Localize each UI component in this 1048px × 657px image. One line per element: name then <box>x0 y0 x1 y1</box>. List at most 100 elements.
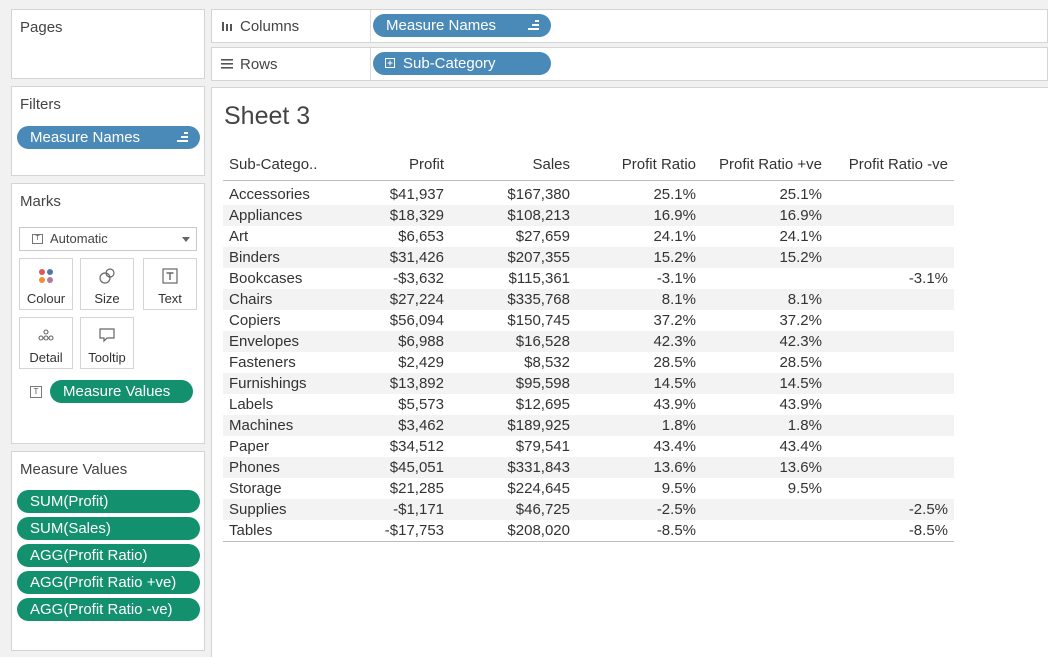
table-cell: $335,768 <box>507 291 570 308</box>
pages-shelf[interactable]: Pages <box>11 9 205 79</box>
colour-button[interactable]: Colour <box>19 258 73 310</box>
row-header[interactable]: Supplies <box>229 501 287 518</box>
row-header[interactable]: Accessories <box>229 186 310 204</box>
table-cell <box>828 394 954 415</box>
crosstab-table: Sub-Catego.. Profit Sales Profit Ratio P… <box>223 150 954 542</box>
column-header[interactable]: Profit Ratio +ve <box>719 156 822 174</box>
table-cell: $31,426 <box>389 249 444 266</box>
detail-button[interactable]: Detail <box>19 317 73 369</box>
measure-pill-profit-ratio[interactable]: AGG(Profit Ratio) <box>17 544 200 567</box>
measure-pill-sum-profit[interactable]: SUM(Profit) <box>17 490 200 513</box>
row-header[interactable]: Storage <box>229 480 282 497</box>
table-cell: $207,355 <box>507 249 570 266</box>
column-header[interactable]: Sales <box>532 156 570 174</box>
filter-pill-label: Measure Names <box>30 129 141 146</box>
column-header[interactable]: Profit <box>408 156 444 174</box>
tooltip-label: Tooltip <box>88 350 126 365</box>
table-row: Binders $31,426 $207,355 15.2% 15.2% <box>223 247 954 268</box>
table-cell: -$17,753 <box>384 521 444 539</box>
table-cell: 13.6% <box>779 459 822 476</box>
row-header[interactable]: Binders <box>229 249 280 266</box>
row-header[interactable]: Copiers <box>229 312 281 329</box>
row-header[interactable]: Appliances <box>229 207 303 224</box>
row-header[interactable]: Art <box>229 228 249 245</box>
columns-pill-measure-names[interactable]: Measure Names <box>373 14 551 37</box>
table-cell: 13.6% <box>653 459 696 476</box>
table-cell: 25.1% <box>779 186 822 204</box>
table-cell: 43.4% <box>779 438 822 455</box>
table-header-row: Sub-Catego.. Profit Sales Profit Ratio P… <box>223 150 954 180</box>
table-cell: $108,213 <box>507 207 570 224</box>
row-header[interactable]: Fasteners <box>229 354 296 371</box>
measure-values-card: Measure Values SUM(Profit) SUM(Sales) AG… <box>11 451 205 651</box>
table-cell: 43.9% <box>779 396 822 413</box>
table-row: Storage $21,285 $224,645 9.5% 9.5% <box>223 478 954 499</box>
text-button[interactable]: Text <box>143 258 197 310</box>
column-header[interactable]: Profit Ratio -ve <box>848 156 948 174</box>
row-header[interactable]: Bookcases <box>229 270 303 287</box>
filters-shelf[interactable]: Filters Measure Names <box>11 86 205 176</box>
measure-pill-profit-ratio-negative[interactable]: AGG(Profit Ratio -ve) <box>17 598 200 621</box>
filter-pill-measure-names[interactable]: Measure Names <box>17 126 200 149</box>
measure-pill-profit-ratio-positive[interactable]: AGG(Profit Ratio +ve) <box>17 571 200 594</box>
table-cell: 8.1% <box>787 291 822 308</box>
mark-type-dropdown[interactable]: T Automatic <box>19 227 197 251</box>
size-icon <box>99 268 115 284</box>
measure-pill-label: AGG(Profit Ratio) <box>30 547 148 564</box>
table-cell: 28.5% <box>653 354 696 371</box>
top-strip <box>0 0 1048 8</box>
rows-pill-sub-category[interactable]: Sub-Category <box>373 52 551 75</box>
table-cell: $27,659 <box>515 228 570 245</box>
table-row: Machines $3,462 $189,925 1.8% 1.8% <box>223 415 954 436</box>
table-cell: -3.1% <box>656 270 696 287</box>
columns-pill-label: Measure Names <box>386 17 497 34</box>
column-header[interactable]: Sub-Catego.. <box>229 156 318 174</box>
table-cell: $189,925 <box>507 417 570 434</box>
table-cell: 16.9% <box>779 207 822 224</box>
row-header[interactable]: Tables <box>229 521 273 539</box>
detail-icon <box>38 329 54 341</box>
columns-shelf[interactable]: Columns Measure Names <box>211 9 1048 43</box>
row-header[interactable]: Machines <box>229 417 294 434</box>
table-cell <box>702 520 828 541</box>
row-header[interactable]: Furnishings <box>229 375 307 392</box>
table-row: Art $6,653 $27,659 24.1% 24.1% <box>223 226 954 247</box>
column-header[interactable]: Profit Ratio <box>621 156 696 174</box>
measure-pill-sum-sales[interactable]: SUM(Sales) <box>17 517 200 540</box>
measure-values-title: Measure Values <box>20 461 128 478</box>
table-cell: $41,937 <box>389 186 444 204</box>
table-cell: $12,695 <box>515 396 570 413</box>
row-header[interactable]: Phones <box>229 459 280 476</box>
table-cell: $56,094 <box>389 312 444 329</box>
table-cell: $150,745 <box>507 312 570 329</box>
table-cell: 43.4% <box>653 438 696 455</box>
measure-pill-label: AGG(Profit Ratio -ve) <box>30 601 173 618</box>
table-row: Bookcases -$3,632 $115,361 -3.1% -3.1% <box>223 268 954 289</box>
table-cell: -2.5% <box>908 501 948 518</box>
row-header[interactable]: Chairs <box>229 291 273 308</box>
rows-shelf[interactable]: Rows Sub-Category <box>211 47 1048 81</box>
table-cell: 15.2% <box>653 249 696 266</box>
tooltip-icon <box>99 328 115 343</box>
text-mark-icon: T <box>32 234 43 244</box>
table-row: Appliances $18,329 $108,213 16.9% 16.9% <box>223 205 954 226</box>
row-header[interactable]: Paper <box>229 438 270 455</box>
row-header[interactable]: Envelopes <box>229 333 300 350</box>
table-cell <box>828 415 954 436</box>
tooltip-button[interactable]: Tooltip <box>80 317 134 369</box>
size-button[interactable]: Size <box>80 258 134 310</box>
row-header[interactable]: Labels <box>229 396 274 413</box>
table-cell <box>828 478 954 499</box>
table-cell: -8.5% <box>656 521 696 539</box>
size-label: Size <box>94 291 120 306</box>
measure-values-pill[interactable]: Measure Values <box>50 380 193 403</box>
shelf-divider <box>370 10 371 42</box>
table-row: Copiers $56,094 $150,745 37.2% 37.2% <box>223 310 954 331</box>
table-cell: 37.2% <box>653 312 696 329</box>
table-cell: $8,532 <box>524 354 570 371</box>
measure-pill-label: AGG(Profit Ratio +ve) <box>30 574 177 591</box>
table-cell: 24.1% <box>653 228 696 245</box>
table-cell: $6,988 <box>398 333 444 350</box>
table-cell: 42.3% <box>653 333 696 350</box>
table-cell <box>828 226 954 247</box>
